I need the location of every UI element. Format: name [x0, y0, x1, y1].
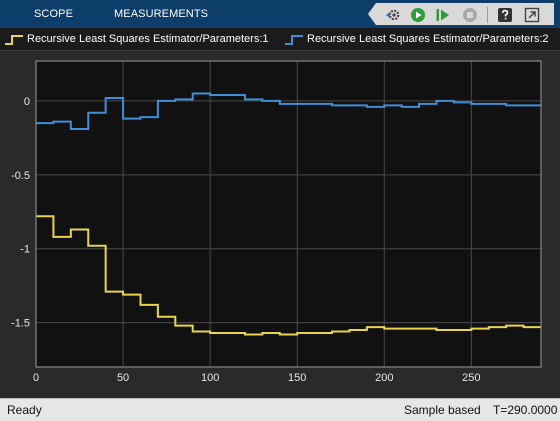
series-line-parameters-2 — [36, 92, 541, 130]
plot-lines — [36, 92, 541, 336]
status-bar: Ready Sample based T=290.0000 — [0, 398, 560, 421]
scope-display: 0 50 100 150 200 250 0 -0.5 -1 -1.5 — [0, 51, 560, 397]
settings-gear-icon[interactable] — [384, 6, 402, 24]
legend-label: Recursive Least Squares Estimator/Parame… — [27, 33, 269, 45]
legend-item-parameters-2[interactable]: Recursive Least Squares Estimator/Parame… — [284, 32, 549, 46]
legend-item-parameters-1[interactable]: Recursive Least Squares Estimator/Parame… — [4, 32, 269, 46]
sample-mode-label: Sample based — [404, 403, 481, 417]
toolbar-separator — [487, 7, 488, 23]
quick-access-toolbar — [368, 3, 554, 25]
x-tick-label: 50 — [117, 372, 129, 384]
y-tick-label: 0 — [24, 96, 30, 108]
scope-plot[interactable]: 0 50 100 150 200 250 0 -0.5 -1 -1.5 — [0, 51, 560, 397]
axes-frame — [35, 60, 542, 368]
axes-background — [35, 60, 542, 368]
help-icon[interactable] — [496, 6, 514, 24]
tab-scope[interactable]: SCOPE — [34, 8, 74, 20]
status-text: Ready — [7, 403, 42, 417]
x-tick-label: 0 — [33, 372, 39, 384]
undock-icon[interactable] — [523, 6, 541, 24]
step-forward-icon[interactable] — [434, 6, 452, 24]
x-tick-label: 150 — [288, 372, 306, 384]
tab-measurements[interactable]: MEASUREMENTS — [114, 8, 209, 20]
plot-legend: Recursive Least Squares Estimator/Parame… — [0, 28, 560, 51]
y-tick-label: -0.5 — [11, 170, 30, 182]
y-tick-label: -1.5 — [11, 318, 30, 330]
simulation-time: T=290.0000 — [493, 403, 558, 417]
legend-line-icon — [285, 35, 303, 45]
series-line-parameters-1 — [36, 215, 541, 336]
x-tick-label: 100 — [201, 372, 219, 384]
stop-icon[interactable] — [461, 6, 479, 24]
run-icon[interactable] — [409, 6, 427, 24]
axis-ticks: 0 50 100 150 200 250 0 -0.5 -1 -1.5 — [11, 96, 480, 384]
legend-label: Recursive Least Squares Estimator/Parame… — [307, 33, 549, 45]
x-tick-label: 200 — [375, 372, 393, 384]
y-tick-label: -1 — [20, 244, 30, 256]
legend-line-icon — [5, 35, 23, 45]
grid-lines — [35, 61, 541, 367]
toolstrip: SCOPE MEASUREMENTS — [0, 0, 560, 28]
x-tick-label: 250 — [462, 372, 480, 384]
